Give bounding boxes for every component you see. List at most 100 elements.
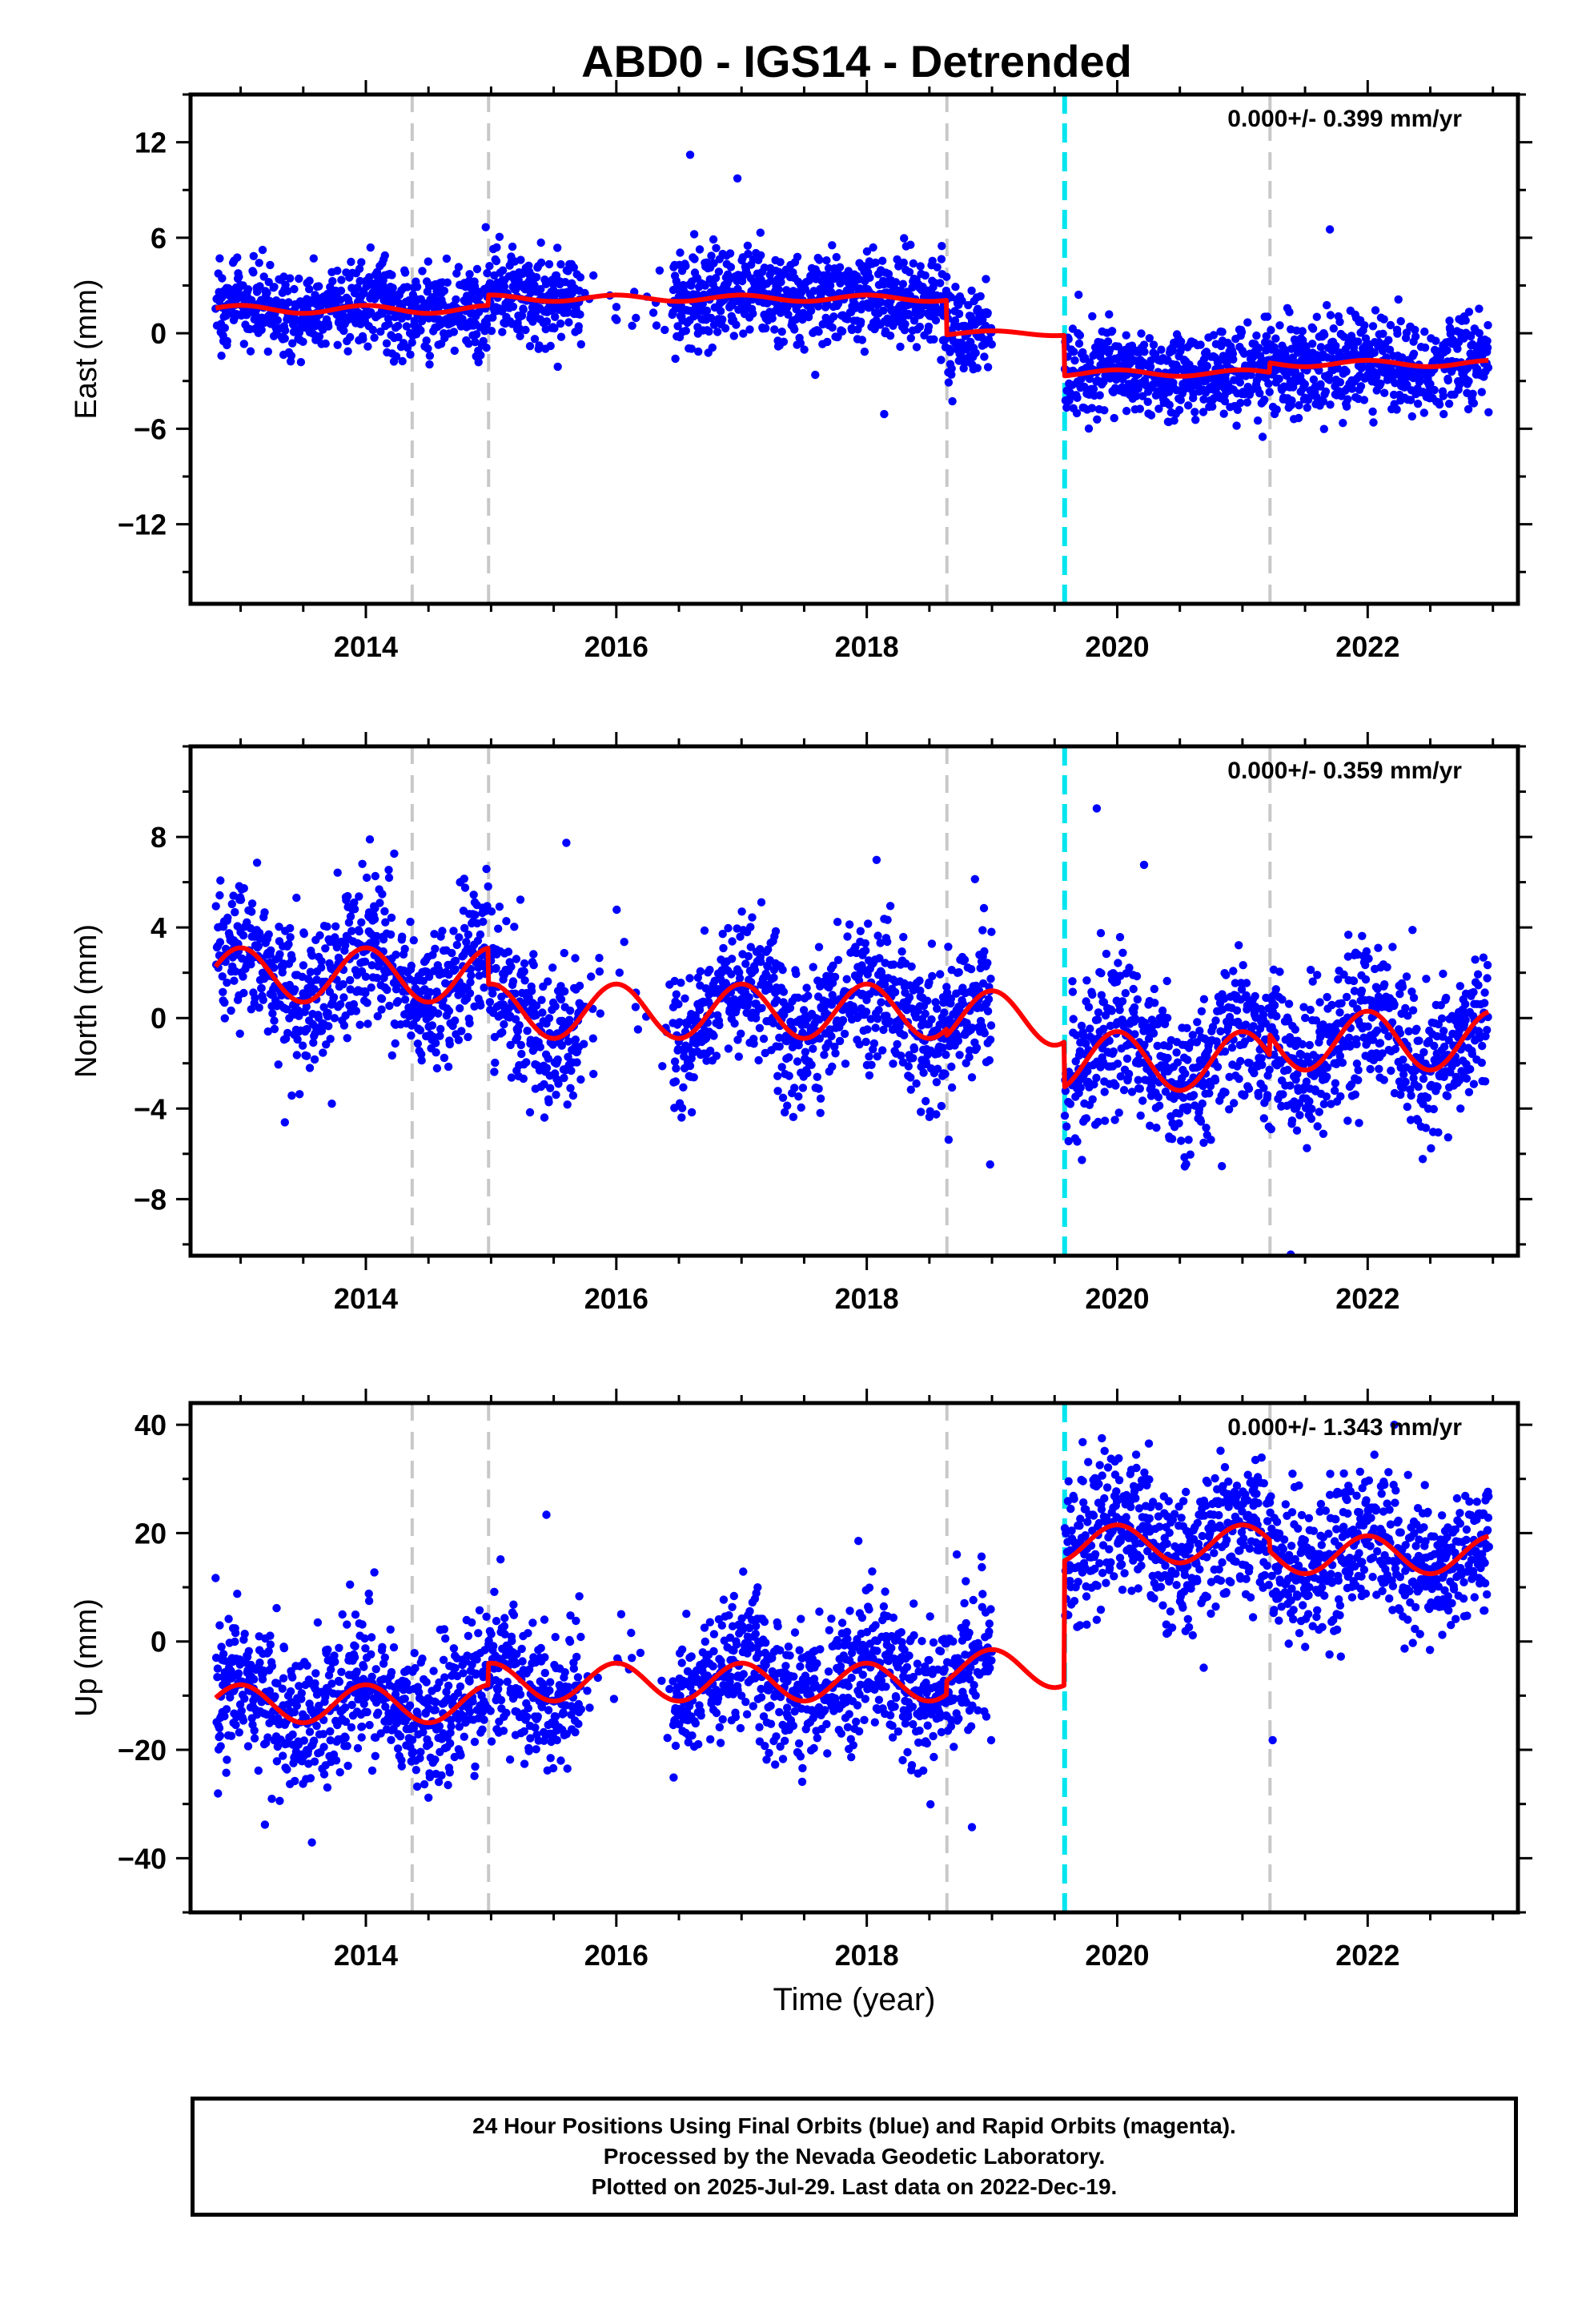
data-point <box>1275 374 1283 384</box>
data-point <box>785 1053 793 1062</box>
data-point <box>835 263 845 271</box>
data-point <box>529 960 538 970</box>
data-point <box>1420 328 1429 336</box>
data-point <box>440 1053 449 1063</box>
data-point <box>889 1059 897 1068</box>
data-point <box>333 868 342 877</box>
data-point <box>484 882 492 891</box>
data-point <box>292 1051 301 1059</box>
data-point <box>1326 400 1335 409</box>
data-point <box>737 907 746 916</box>
data-point <box>1109 1047 1118 1056</box>
data-point <box>384 873 394 883</box>
data-point <box>362 873 371 883</box>
data-point <box>1242 979 1251 987</box>
data-point <box>769 973 778 983</box>
data-point <box>978 315 987 324</box>
data-point <box>339 1021 349 1030</box>
data-point <box>944 1136 954 1144</box>
data-point <box>1271 985 1281 994</box>
data-point <box>377 1005 386 1014</box>
data-point <box>1308 324 1318 333</box>
data-point <box>774 285 783 294</box>
data-point <box>825 281 835 290</box>
data-point <box>384 320 393 328</box>
y-tick-label: −12 <box>118 509 167 541</box>
data-point <box>257 983 266 993</box>
data-point <box>685 1061 695 1071</box>
data-point <box>843 932 852 941</box>
data-point <box>309 1038 318 1047</box>
data-point <box>432 1063 442 1073</box>
data-points <box>211 804 1492 1256</box>
data-point <box>227 899 236 909</box>
data-point <box>884 269 893 279</box>
data-point <box>283 287 292 296</box>
data-point <box>803 1068 812 1078</box>
data-point <box>947 364 956 373</box>
data-point <box>290 284 299 294</box>
data-point <box>1075 331 1085 340</box>
data-point <box>508 977 518 986</box>
data-point <box>1143 397 1152 406</box>
data-point <box>985 1055 994 1065</box>
data-point <box>229 891 238 900</box>
data-point <box>303 1024 311 1034</box>
data-point <box>865 273 874 282</box>
data-point <box>878 1046 887 1055</box>
data-point <box>1468 389 1477 398</box>
data-point <box>287 352 296 360</box>
data-point <box>406 917 415 927</box>
data-point <box>488 989 497 998</box>
data-point <box>900 326 909 335</box>
data-point <box>324 1022 333 1031</box>
velocity-label: 0.000+/- 0.399 mm/yr <box>1227 106 1462 132</box>
data-point <box>672 1064 681 1073</box>
data-point <box>833 955 843 965</box>
x-tick-label: 2014 <box>334 630 398 663</box>
data-point <box>951 283 960 292</box>
data-point <box>966 965 976 974</box>
data-point <box>361 972 371 981</box>
data-point <box>1370 348 1379 357</box>
data-point <box>428 1021 437 1030</box>
data-point <box>286 923 295 933</box>
data-point <box>536 238 545 247</box>
data-point <box>299 337 307 346</box>
data-point <box>1368 407 1377 416</box>
data-point <box>438 927 447 935</box>
y-axis-label: East (mm) <box>70 279 103 419</box>
data-point <box>434 1009 443 1018</box>
data-point <box>442 254 452 263</box>
data-point <box>709 1031 718 1040</box>
data-point <box>1369 418 1378 427</box>
data-point <box>394 332 403 342</box>
data-point <box>1308 340 1317 348</box>
data-point <box>387 913 396 923</box>
data-point <box>689 230 699 239</box>
data-point <box>422 336 431 345</box>
data-point <box>270 283 279 292</box>
data-point <box>735 974 745 983</box>
data-point <box>457 989 466 998</box>
data-point <box>681 994 689 1003</box>
data-point <box>552 271 561 280</box>
data-point <box>783 1101 792 1110</box>
data-point <box>1089 384 1098 393</box>
data-point <box>1110 413 1118 423</box>
data-point <box>530 335 540 344</box>
data-point <box>672 990 681 999</box>
data-point <box>841 1059 850 1068</box>
data-point <box>391 352 401 361</box>
data-point <box>932 1078 942 1087</box>
data-point <box>1342 402 1351 411</box>
data-point <box>702 306 712 316</box>
data-point <box>670 1057 680 1066</box>
data-point <box>1136 1111 1145 1120</box>
data-point <box>915 322 925 332</box>
data-point <box>750 966 760 975</box>
data-point <box>530 281 539 290</box>
data-point <box>425 352 435 360</box>
data-point <box>1211 1016 1220 1025</box>
data-point <box>264 930 273 939</box>
